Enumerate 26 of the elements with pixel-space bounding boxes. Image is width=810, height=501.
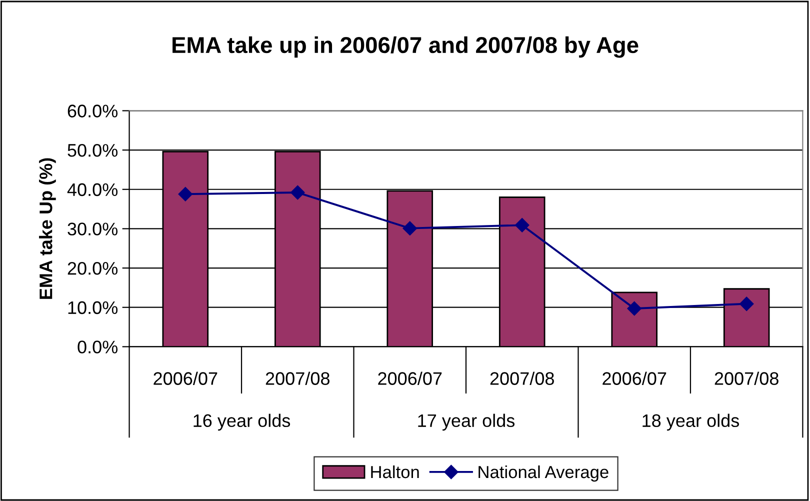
x-tick-label: 2006/07 [378, 372, 442, 385]
legend-label: Halton [371, 465, 419, 478]
text: 16 year olds [194, 414, 290, 431]
y-axis-title: EMA take Up (%) [39, 158, 56, 299]
point [627, 301, 642, 316]
y-tick-label: 10.0% [68, 301, 118, 314]
text: 17 year olds [418, 414, 515, 431]
y-tick-label: 50.0% [68, 144, 118, 157]
chart-title: EMA take up in 2006/07 and 2007/08 by Age [172, 36, 638, 58]
point [740, 296, 754, 311]
x-tick-label: 2007/08 [490, 372, 554, 385]
y-tick-label: 60.0% [68, 104, 118, 118]
point [290, 185, 305, 200]
legend-label: National Average [478, 465, 608, 482]
x-tick-label: 2007/08 [266, 372, 330, 385]
point [178, 187, 192, 202]
x-tick-label: 2007/08 [714, 372, 778, 385]
y-tick-label: 20.0% [68, 262, 118, 275]
x-tick-label: 2006/07 [154, 372, 218, 385]
y-tick-label: 40.0% [67, 183, 118, 196]
point [515, 218, 530, 232]
y-tick-label: 30.0% [68, 222, 118, 236]
text: 18 year olds [642, 414, 740, 431]
x-tick-label: 2006/07 [602, 372, 666, 385]
point [402, 221, 417, 236]
y-tick-label: 0.0% [78, 340, 118, 354]
